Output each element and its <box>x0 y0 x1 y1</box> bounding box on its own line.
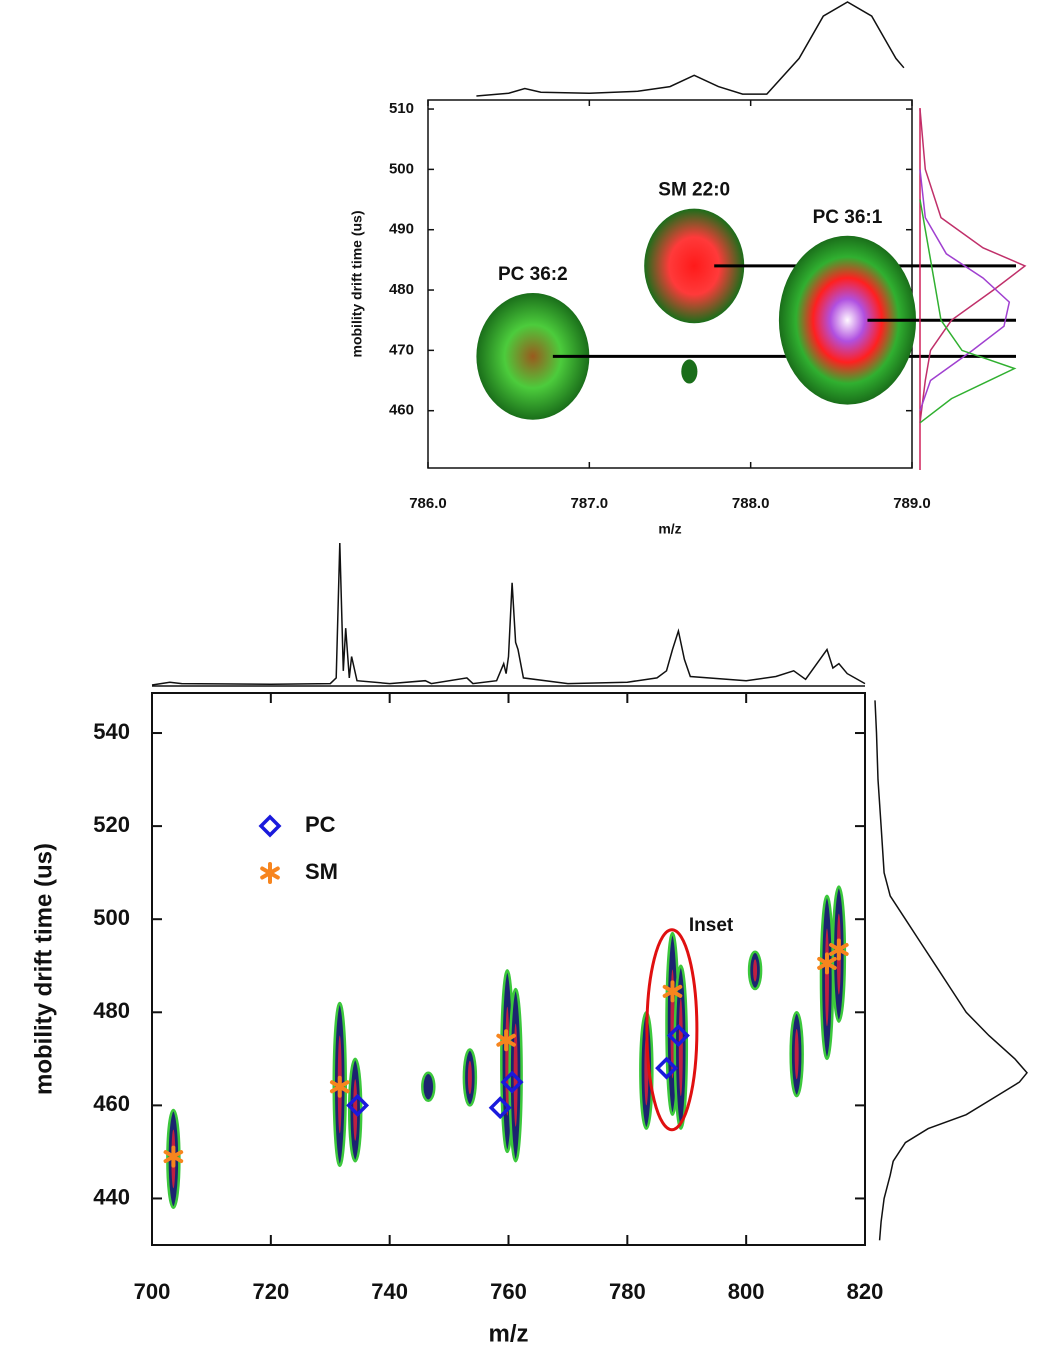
contour-core <box>678 998 683 1097</box>
y-tick-label: 490 <box>389 221 414 238</box>
x-tick-label: 788.0 <box>732 495 770 512</box>
contour-streak <box>421 1071 436 1102</box>
right-profile <box>874 700 1028 1241</box>
y-tick-label: 520 <box>93 812 130 837</box>
y-tick-label: 470 <box>389 341 414 358</box>
y-tick-label: 540 <box>93 719 130 744</box>
x-tick-label: 700 <box>134 1279 171 1304</box>
sm-marker <box>817 952 837 975</box>
x-tick-label: 780 <box>609 1279 646 1304</box>
y-tick-label: 500 <box>389 160 414 177</box>
pc-marker <box>346 1093 370 1117</box>
y-tick-label: 440 <box>93 1184 130 1209</box>
y-tick-label: 510 <box>389 100 414 117</box>
contour-core <box>467 1060 472 1095</box>
pc-marker <box>488 1096 512 1120</box>
sm-marker <box>829 938 849 961</box>
sm-marker <box>260 862 280 884</box>
y-tick-label: 460 <box>389 402 414 419</box>
x-tick-label: 720 <box>252 1279 289 1304</box>
x-axis-label: m/z <box>488 1320 528 1347</box>
contour-core <box>753 959 758 982</box>
y-tick-label: 480 <box>93 998 130 1023</box>
y-tick-label: 480 <box>389 281 414 298</box>
right-profile <box>919 108 1027 423</box>
contour-core <box>824 928 829 1027</box>
x-tick-label: 740 <box>371 1279 408 1304</box>
inset-region <box>645 928 699 1132</box>
feature-label: PC 36:2 <box>498 264 568 285</box>
x-axis-label: m/z <box>658 521 681 537</box>
plot-frame <box>427 99 913 469</box>
x-tick-label: 786.0 <box>409 495 447 512</box>
sm-marker <box>662 980 683 1003</box>
right-profile <box>919 199 1017 424</box>
sm-marker <box>496 1029 516 1052</box>
contour-blob <box>778 235 917 405</box>
x-tick-label: 820 <box>847 1279 884 1304</box>
x-tick-label: 789.0 <box>893 495 931 512</box>
pc-marker <box>258 814 282 838</box>
sm-marker <box>329 1075 350 1098</box>
top-profile <box>151 542 866 686</box>
sm-marker <box>163 1145 184 1168</box>
pc-marker <box>666 1024 690 1048</box>
y-tick-label: 500 <box>93 905 130 930</box>
legend-label: PC <box>305 812 336 837</box>
top-profile <box>476 1 905 97</box>
x-tick-label: 760 <box>490 1279 527 1304</box>
pc-marker <box>655 1056 679 1080</box>
x-tick-label: 787.0 <box>571 495 609 512</box>
contour-blob <box>644 208 745 324</box>
y-axis-label: mobility drift time (us) <box>30 843 57 1095</box>
feature-label: SM 22:0 <box>658 180 730 201</box>
contour-blob <box>681 359 698 384</box>
legend-label: SM <box>305 859 338 884</box>
y-axis-label: mobility drift time (us) <box>349 211 365 358</box>
pc-marker <box>500 1070 524 1094</box>
contour-core <box>794 1029 799 1080</box>
feature-label: PC 36:1 <box>813 207 883 228</box>
x-tick-label: 800 <box>728 1279 765 1304</box>
right-profile <box>919 169 1011 411</box>
contour-blob <box>476 293 590 420</box>
y-tick-label: 460 <box>93 1091 130 1116</box>
annotation: Inset <box>689 915 734 936</box>
